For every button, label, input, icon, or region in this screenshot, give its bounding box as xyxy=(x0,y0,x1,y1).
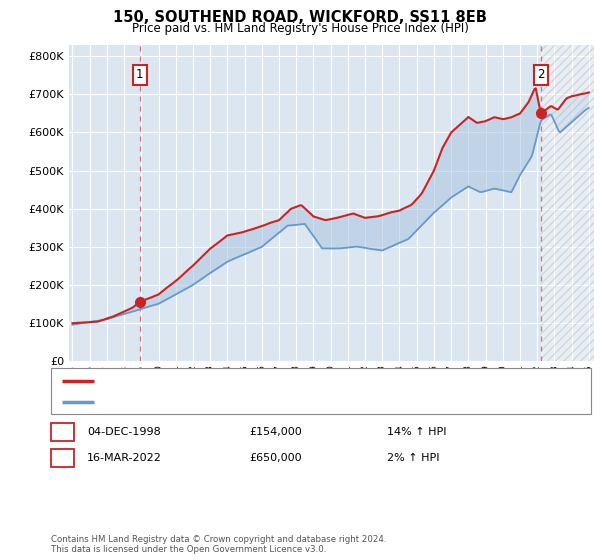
Bar xyxy=(541,45,594,361)
Text: 14% ↑ HPI: 14% ↑ HPI xyxy=(387,427,446,437)
Text: 2: 2 xyxy=(59,451,66,465)
Text: 150, SOUTHEND ROAD, WICKFORD, SS11 8EB: 150, SOUTHEND ROAD, WICKFORD, SS11 8EB xyxy=(113,10,487,25)
Text: £650,000: £650,000 xyxy=(249,453,302,463)
Text: 1: 1 xyxy=(59,426,66,439)
Text: 2: 2 xyxy=(537,68,545,81)
Text: 16-MAR-2022: 16-MAR-2022 xyxy=(87,453,162,463)
Text: 04-DEC-1998: 04-DEC-1998 xyxy=(87,427,161,437)
Text: Price paid vs. HM Land Registry's House Price Index (HPI): Price paid vs. HM Land Registry's House … xyxy=(131,22,469,35)
Text: 150, SOUTHEND ROAD, WICKFORD, SS11 8EB (detached house): 150, SOUTHEND ROAD, WICKFORD, SS11 8EB (… xyxy=(100,376,434,386)
Text: £154,000: £154,000 xyxy=(249,427,302,437)
Text: Contains HM Land Registry data © Crown copyright and database right 2024.
This d: Contains HM Land Registry data © Crown c… xyxy=(51,535,386,554)
Text: 1: 1 xyxy=(136,68,143,81)
Text: HPI: Average price, detached house, Basildon: HPI: Average price, detached house, Basi… xyxy=(100,397,338,407)
Text: 2% ↑ HPI: 2% ↑ HPI xyxy=(387,453,439,463)
